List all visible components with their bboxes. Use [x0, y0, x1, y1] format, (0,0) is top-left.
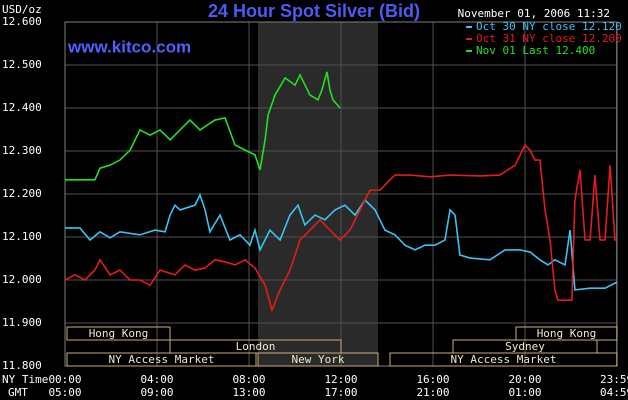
x-tick-label: 16:00	[416, 373, 449, 386]
y-tick-label: 12.200	[2, 187, 42, 200]
y-tick-label: 11.800	[2, 359, 42, 372]
session-label: Hong Kong	[89, 327, 149, 340]
x2-tick-label: 13:00	[232, 386, 265, 399]
x-tick-label: 00:00	[48, 373, 81, 386]
x2-tick-label: 04:59	[600, 386, 628, 399]
session-box	[66, 352, 257, 367]
series-line	[65, 71, 341, 181]
y-tick-label: 12.600	[2, 15, 42, 28]
y-tick-label: 11.900	[2, 316, 42, 329]
y-tick-label: 12.500	[2, 58, 42, 71]
series-line	[65, 192, 618, 291]
y-tick-label: 12.300	[2, 144, 42, 157]
x-tick-label: 04:00	[140, 373, 173, 386]
watermark: www.kitco.com	[67, 37, 191, 56]
x-tick-label: 20:00	[508, 373, 541, 386]
y-axis-label: USD/oz	[2, 3, 42, 16]
session-label: NY Access Market	[109, 353, 215, 366]
session-label: NY Access Market	[451, 353, 557, 366]
session-label: London	[236, 340, 276, 353]
session-box	[452, 339, 598, 354]
x2-row-label: GMT	[8, 386, 28, 399]
x-row-label: NY Time	[2, 373, 48, 386]
x-tick-label: 12:00	[324, 373, 357, 386]
timestamp: November 01, 2006 11:32	[458, 7, 610, 20]
x-tick-label: 23:59	[600, 373, 628, 386]
chart-title: 24 Hour Spot Silver (Bid)	[208, 1, 420, 21]
session-label: Sydney	[505, 340, 545, 353]
x2-tick-label: 01:00	[508, 386, 541, 399]
x2-tick-label: 21:00	[416, 386, 449, 399]
x2-tick-label: 09:00	[140, 386, 173, 399]
x2-tick-label: 17:00	[324, 386, 357, 399]
legend-label: Nov 01 Last 12.400	[476, 44, 595, 57]
x-tick-label: 08:00	[232, 373, 265, 386]
y-tick-label: 12.100	[2, 230, 42, 243]
y-tick-label: 12.000	[2, 273, 42, 286]
session-label: New York	[292, 353, 345, 366]
legend-label: Oct 30 NY close 12.120	[476, 20, 622, 33]
y-tick-label: 12.400	[2, 101, 42, 114]
session-box	[66, 326, 171, 341]
session-label: Hong Kong	[537, 327, 597, 340]
x2-tick-label: 05:00	[48, 386, 81, 399]
series-line	[64, 143, 617, 313]
session-box	[257, 352, 379, 367]
legend-label: Oct 31 NY close 12.200	[476, 32, 622, 45]
